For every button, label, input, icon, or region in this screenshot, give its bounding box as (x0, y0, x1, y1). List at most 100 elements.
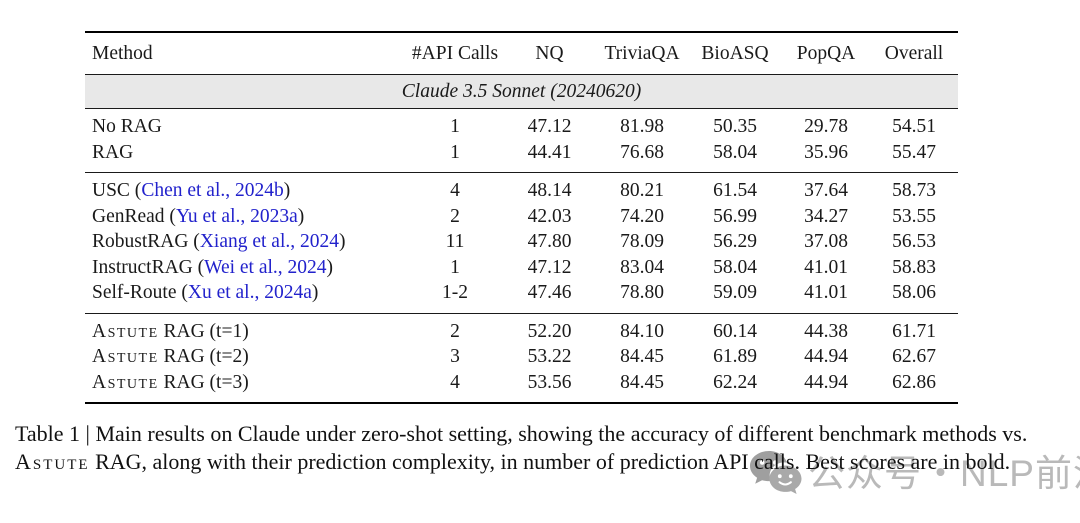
citation-link[interactable]: Xiang et al., 2024 (199, 231, 339, 252)
api-calls-cell: 2 (450, 205, 460, 227)
popqa-cell: 34.27 (804, 205, 848, 227)
api-calls-cell: 3 (450, 346, 460, 367)
overall-cell: 62.67 (892, 346, 936, 367)
nq-cell: 52.20 (527, 320, 572, 342)
column-header-popqa: PopQA (796, 43, 856, 64)
overall-cell: 58.83 (892, 256, 936, 278)
model-group-header: Claude 3.5 Sonnet (20240620) (85, 74, 958, 109)
method-label: RAG (t=2) (158, 346, 249, 367)
method-label-suffix: ) (326, 256, 334, 278)
triviaqa-cell: 84.45 (620, 346, 664, 367)
triviaqa-cell: 76.68 (620, 141, 664, 163)
method-label: No RAG (92, 116, 162, 137)
popqa-cell: 44.38 (804, 320, 848, 342)
overall-cell: 54.51 (892, 116, 936, 137)
method-cell: RAG (85, 140, 407, 173)
caption-astute-smallcaps: Astute (15, 449, 90, 474)
method-label: RAG (t=3) (158, 371, 249, 393)
api-calls-cell: 4 (450, 371, 460, 393)
method-smallcaps: Astute (92, 346, 159, 367)
method-label-suffix: ) (311, 282, 319, 303)
nq-cell: 47.80 (527, 231, 572, 252)
bioasq-cell: 61.89 (713, 346, 757, 367)
api-calls-cell: 11 (445, 231, 465, 252)
triviaqa-cell: 78.80 (620, 282, 664, 303)
nq-cell: 53.56 (527, 371, 572, 393)
results-table: Method #API Calls NQ TriviaQA BioASQ Pop… (85, 31, 958, 404)
triviaqa-cell: 84.45 (620, 371, 664, 393)
method-label: RAG (t=1) (158, 320, 249, 342)
triviaqa-cell: 80.21 (620, 180, 664, 201)
bioasq-cell: 58.04 (713, 256, 757, 278)
table-row: Self-Route (Xu et al., 2024a) 1-2 47.46 … (85, 280, 958, 313)
overall-cell: 62.86 (892, 371, 936, 393)
table-row: RAG 1 44.41 76.68 58.04 35.96 55.47 (85, 140, 958, 173)
api-calls-cell: 1-2 (442, 282, 468, 303)
table-row: GenRead (Yu et al., 2023a) 2 42.03 74.20… (85, 204, 958, 230)
bioasq-cell: 59.09 (713, 282, 757, 303)
popqa-cell: 44.94 (804, 371, 848, 393)
column-header-api-calls: #API Calls (411, 43, 499, 64)
method-label-suffix: ) (297, 205, 305, 227)
table-row: USC (Chen et al., 2024b) 4 48.14 80.21 6… (85, 173, 958, 204)
popqa-cell: 37.08 (804, 231, 848, 252)
method-label: Self-Route ( (92, 282, 188, 303)
table-header-row: Method #API Calls NQ TriviaQA BioASQ Pop… (85, 32, 958, 74)
column-header-bioasq: BioASQ (701, 43, 769, 64)
citation-link[interactable]: Xu et al., 2024a (187, 282, 312, 303)
column-header-overall: Overall (884, 43, 944, 64)
nq-cell: 48.14 (527, 180, 572, 201)
nq-cell: 47.12 (527, 116, 572, 137)
triviaqa-cell: 78.09 (620, 231, 664, 252)
method-label: USC ( (92, 180, 142, 201)
citation-link[interactable]: Wei et al., 2024 (204, 256, 327, 278)
method-cell: Self-Route (Xu et al., 2024a) (85, 280, 407, 313)
method-smallcaps: Astute (92, 371, 159, 393)
popqa-cell: 29.78 (804, 116, 848, 137)
bioasq-cell: 61.54 (713, 180, 757, 201)
method-label-suffix: ) (339, 231, 346, 252)
bioasq-cell: 58.04 (713, 141, 757, 163)
bioasq-cell: 56.29 (713, 231, 757, 252)
nq-cell: 53.22 (527, 346, 572, 367)
method-label: GenRead ( (92, 205, 176, 227)
method-label: InstructRAG ( (92, 256, 205, 278)
triviaqa-cell: 83.04 (620, 256, 664, 278)
method-cell: InstructRAG (Wei et al., 2024) (85, 255, 407, 281)
citation-link[interactable]: Chen et al., 2024b (141, 180, 284, 201)
nq-cell: 44.41 (527, 141, 572, 163)
nq-cell: 47.46 (527, 282, 572, 303)
method-label: RAG (92, 141, 134, 163)
caption-text-end: RAG, along with their prediction complex… (89, 449, 1011, 474)
api-calls-cell: 4 (450, 180, 460, 201)
method-label-suffix: ) (283, 180, 291, 201)
triviaqa-cell: 84.10 (620, 320, 664, 342)
table-caption: Table 1 | Main results on Claude under z… (15, 420, 1067, 476)
api-calls-cell: 2 (450, 320, 460, 342)
method-cell: USC (Chen et al., 2024b) (85, 173, 407, 204)
column-header-method: Method (92, 43, 153, 64)
table-row: No RAG 1 47.12 81.98 50.35 29.78 54.51 (85, 109, 958, 140)
overall-cell: 56.53 (892, 231, 936, 252)
model-group-label: Claude 3.5 Sonnet (20240620) (85, 74, 958, 109)
triviaqa-cell: 81.98 (620, 116, 664, 137)
column-header-triviaqa: TriviaQA (604, 43, 680, 64)
section-astute-rag: Astute RAG (t=1) 2 52.20 84.10 60.14 44.… (85, 313, 958, 403)
method-label: RobustRAG ( (92, 231, 200, 252)
nq-cell: 47.12 (527, 256, 572, 278)
triviaqa-cell: 74.20 (620, 205, 664, 227)
column-header-nq: NQ (535, 43, 564, 64)
popqa-cell: 35.96 (804, 141, 848, 163)
citation-link[interactable]: Yu et al., 2023a (175, 205, 298, 227)
overall-cell: 55.47 (892, 141, 936, 163)
bioasq-cell: 60.14 (713, 320, 757, 342)
method-cell: GenRead (Yu et al., 2023a) (85, 204, 407, 230)
overall-cell: 58.73 (892, 180, 936, 201)
popqa-cell: 44.94 (804, 346, 848, 367)
method-cell: Astute RAG (t=2) (85, 344, 407, 370)
caption-text-start: Table 1 | Main results on Claude under z… (15, 421, 1028, 446)
popqa-cell: 41.01 (804, 256, 848, 278)
method-smallcaps: Astute (92, 320, 159, 342)
popqa-cell: 37.64 (804, 180, 848, 201)
